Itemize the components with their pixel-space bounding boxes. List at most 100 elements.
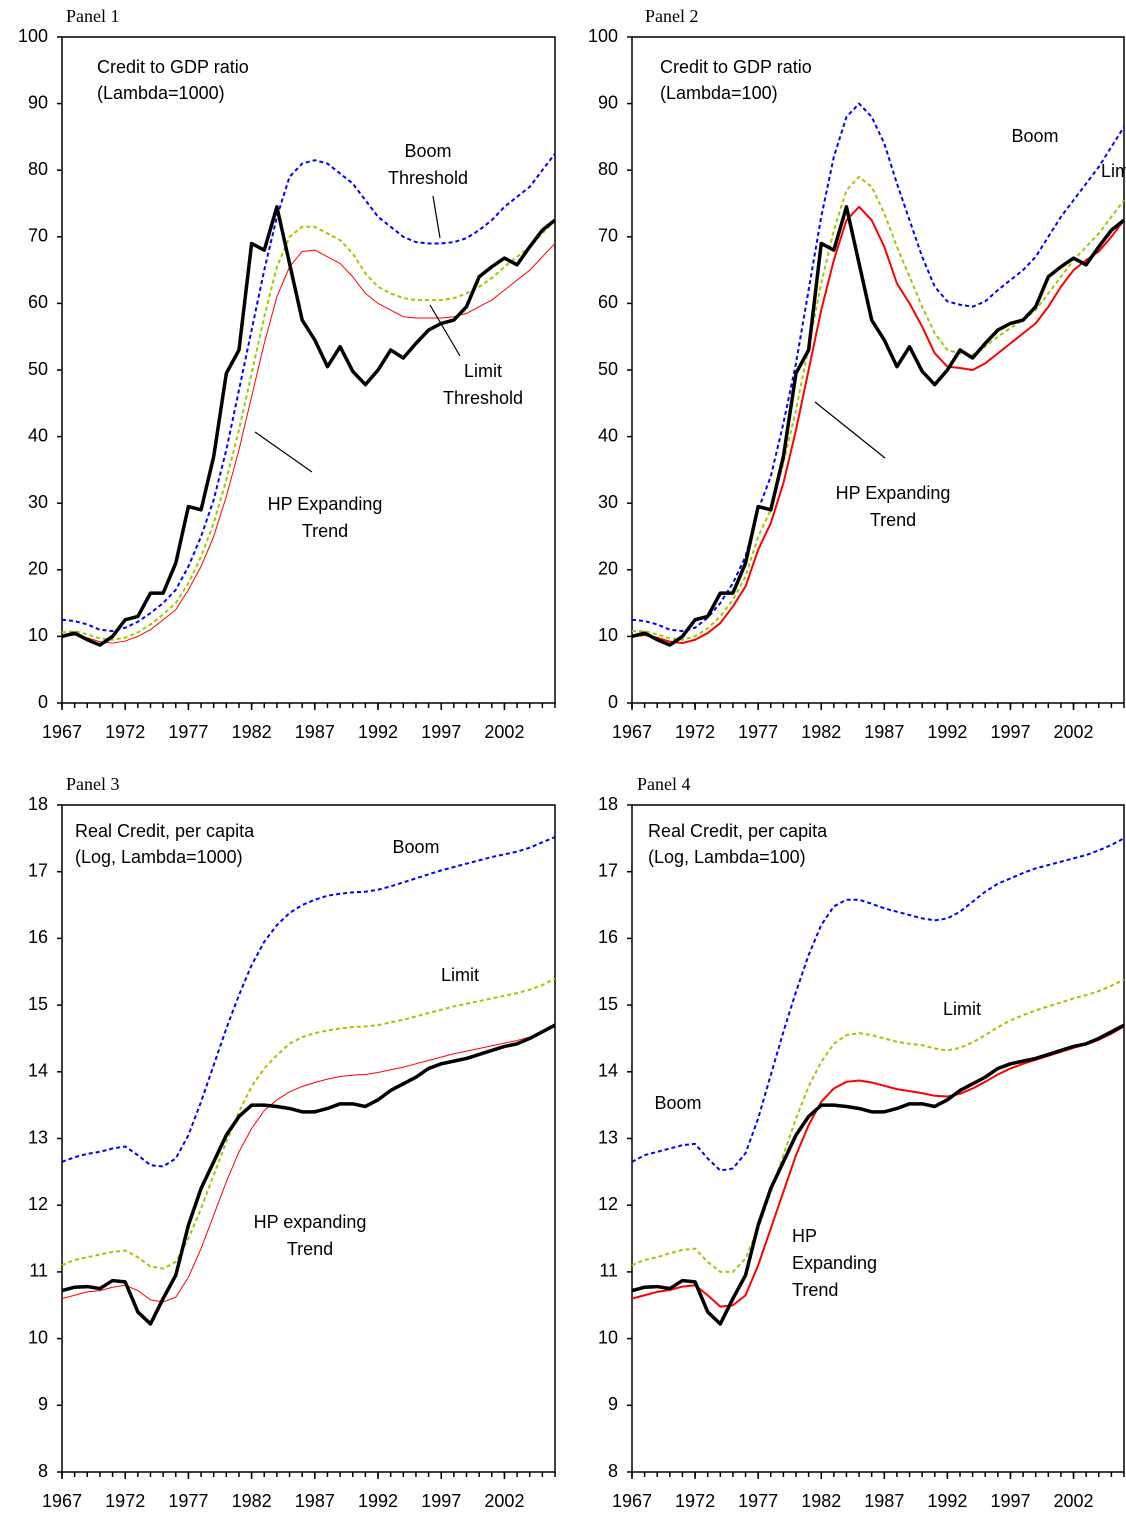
annotation: Trend — [287, 1239, 333, 1259]
annotation: HP — [792, 1226, 817, 1246]
chart-subtitle: (Log, Lambda=100) — [648, 847, 806, 867]
annotation: HP Expanding — [836, 483, 951, 503]
y-tick-label: 20 — [598, 559, 618, 579]
y-tick-label: 13 — [598, 1127, 618, 1147]
y-tick-label: 11 — [599, 1261, 618, 1281]
y-tick-label: 40 — [598, 425, 618, 445]
y-tick-label: 90 — [598, 92, 618, 112]
y-tick-label: 14 — [598, 1061, 618, 1081]
y-tick-label: 70 — [28, 226, 48, 246]
y-tick-label: 50 — [598, 359, 618, 379]
annotation: Limit — [943, 999, 981, 1019]
annotation: Trend — [792, 1280, 838, 1300]
annotation: Limit — [1101, 161, 1126, 181]
panel-label: Panel 4 — [637, 774, 691, 794]
x-tick-label: 2002 — [484, 722, 524, 742]
x-tick-label: 1992 — [927, 722, 967, 742]
y-tick-label: 80 — [28, 159, 48, 179]
x-tick-label: 1967 — [612, 722, 652, 742]
y-tick-label: 16 — [598, 927, 618, 947]
chart-title: Real Credit, per capita — [75, 821, 255, 841]
series-line — [61, 836, 556, 1168]
series-line — [631, 978, 1125, 1273]
y-tick-label: 11 — [29, 1261, 48, 1281]
x-tick-label: 1982 — [232, 1491, 272, 1511]
series-line — [61, 1023, 556, 1326]
chart-subtitle: (Lambda=100) — [660, 83, 778, 103]
annotation: Expanding — [792, 1253, 877, 1273]
x-tick-label: 1997 — [421, 1491, 461, 1511]
annotation: Boom — [404, 141, 451, 161]
y-tick-label: 30 — [598, 492, 618, 512]
x-tick-label: 1987 — [295, 1491, 335, 1511]
annotation: Threshold — [388, 168, 468, 188]
x-tick-label: 1972 — [675, 1491, 715, 1511]
y-tick-label: 0 — [608, 692, 618, 712]
y-tick-label: 8 — [38, 1461, 48, 1481]
x-tick-label: 1992 — [358, 1491, 398, 1511]
x-tick-label: 1987 — [864, 722, 904, 742]
annotation: Trend — [302, 521, 348, 541]
x-tick-label: 1992 — [927, 1491, 967, 1511]
y-tick-label: 90 — [28, 92, 48, 112]
annotation-leader — [432, 195, 441, 239]
x-tick-label: 1977 — [168, 1491, 208, 1511]
x-tick-label: 1972 — [675, 722, 715, 742]
x-tick-label: 2002 — [1054, 1491, 1094, 1511]
x-tick-label: 1982 — [232, 722, 272, 742]
annotation: Threshold — [443, 388, 523, 408]
y-tick-label: 18 — [28, 794, 48, 814]
y-tick-label: 60 — [28, 292, 48, 312]
series-line — [631, 205, 1125, 645]
y-tick-label: 14 — [28, 1061, 48, 1081]
y-tick-label: 12 — [28, 1194, 48, 1214]
x-tick-label: 1987 — [295, 722, 335, 742]
annotation-leader — [429, 304, 461, 357]
x-tick-label: 2002 — [1054, 722, 1094, 742]
x-tick-label: 1977 — [738, 1491, 778, 1511]
x-tick-label: 1977 — [738, 722, 778, 742]
annotation: Trend — [870, 510, 916, 530]
x-tick-label: 1967 — [612, 1491, 652, 1511]
chart-subtitle: (Log, Lambda=1000) — [75, 847, 243, 867]
y-tick-label: 100 — [588, 26, 618, 46]
panel-label: Panel 1 — [66, 6, 120, 26]
annotation-leader — [254, 431, 313, 473]
y-tick-label: 0 — [38, 692, 48, 712]
annotation: HP Expanding — [268, 494, 383, 514]
y-tick-label: 17 — [598, 860, 618, 880]
annotation: Boom — [1011, 126, 1058, 146]
y-tick-label: 70 — [598, 226, 618, 246]
series-line — [61, 219, 556, 641]
y-tick-label: 17 — [28, 860, 48, 880]
y-tick-label: 15 — [598, 994, 618, 1014]
x-tick-label: 1972 — [105, 1491, 145, 1511]
series-line — [61, 243, 556, 644]
y-tick-label: 9 — [608, 1394, 618, 1414]
annotation: Limit — [441, 965, 479, 985]
series-line — [631, 205, 1126, 647]
annotation: Boom — [654, 1093, 701, 1113]
series-line — [631, 1025, 1125, 1308]
y-tick-label: 50 — [28, 359, 48, 379]
series-line — [631, 102, 1125, 633]
x-tick-label: 1967 — [42, 1491, 82, 1511]
x-tick-label: 1997 — [421, 722, 461, 742]
y-tick-label: 10 — [598, 1327, 618, 1347]
series-line — [632, 175, 1125, 641]
y-tick-label: 12 — [598, 1194, 618, 1214]
y-tick-label: 10 — [598, 625, 618, 645]
series-line — [631, 837, 1125, 1172]
annotation: Limit — [464, 361, 502, 381]
y-tick-label: 18 — [598, 794, 618, 814]
plot-frame — [61, 804, 556, 1473]
series-line — [61, 205, 557, 647]
plot-frame — [631, 804, 1125, 1473]
annotation: Boom — [392, 837, 439, 857]
panel-label: Panel 3 — [66, 774, 120, 794]
series-line — [631, 1023, 1125, 1326]
y-tick-label: 16 — [28, 927, 48, 947]
chart-title: Credit to GDP ratio — [660, 57, 812, 77]
chart-subtitle: (Lambda=1000) — [97, 83, 225, 103]
y-tick-label: 20 — [28, 559, 48, 579]
